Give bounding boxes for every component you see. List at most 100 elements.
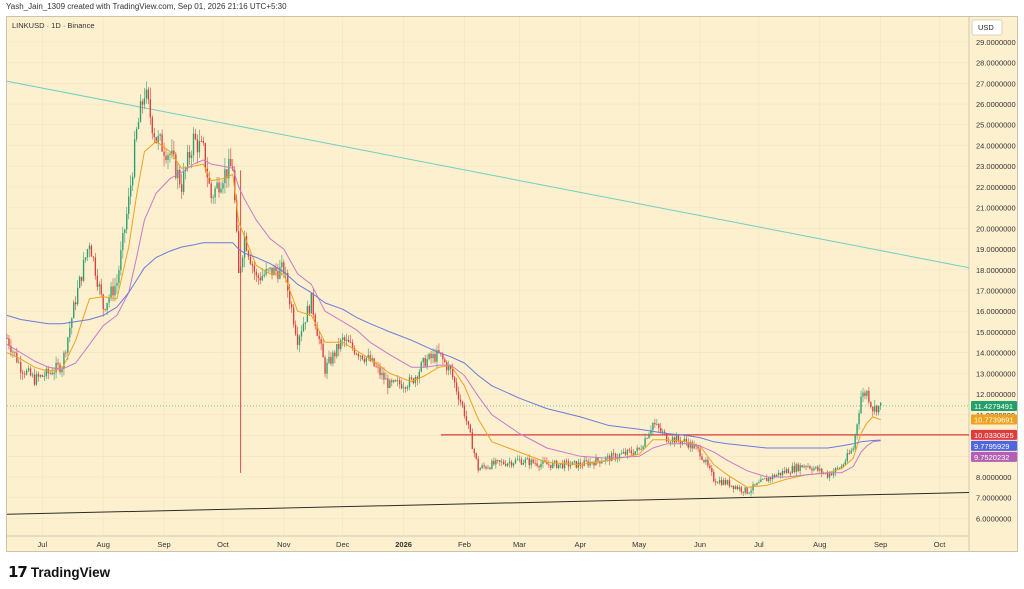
candle-body — [662, 431, 664, 433]
candle-body — [43, 376, 45, 378]
candle-body — [717, 482, 719, 484]
candle-body — [601, 461, 603, 464]
candle-body — [556, 460, 558, 468]
x-tick-label: Aug — [813, 540, 826, 549]
price-label-box — [971, 440, 1017, 451]
candle-body — [665, 433, 668, 442]
candle-body — [163, 151, 165, 156]
candle-body — [489, 467, 491, 469]
candle-body — [444, 359, 446, 363]
candle-body — [817, 466, 819, 471]
candle-body — [856, 424, 858, 435]
x-tick-label: Jul — [754, 540, 764, 549]
candle-body — [18, 362, 20, 364]
y-tick-label: 14.0000000 — [976, 349, 1016, 358]
candle-body — [485, 466, 487, 469]
candle-body — [389, 380, 391, 389]
candle-body — [283, 262, 285, 275]
price-label: 10.0330825 — [974, 431, 1014, 440]
candle-body — [330, 356, 332, 364]
candle-body — [499, 460, 501, 462]
candle-body — [112, 286, 114, 296]
candle-body — [355, 353, 358, 355]
candle-body — [218, 182, 220, 193]
candle-body — [581, 465, 583, 467]
candle-body — [416, 376, 419, 379]
candle-body — [787, 469, 790, 474]
candle-body — [63, 352, 65, 369]
candle-body — [685, 438, 687, 442]
candle-body — [88, 245, 91, 250]
candle-body — [49, 372, 51, 374]
candle-body — [803, 466, 805, 468]
candle-body — [104, 309, 106, 311]
candle-body — [640, 449, 642, 450]
candle-body — [12, 351, 14, 353]
candle-body — [230, 158, 232, 167]
candle-body — [807, 466, 809, 467]
candle-body — [691, 442, 693, 449]
candle-body — [126, 213, 128, 230]
candle-body — [752, 484, 754, 491]
candle-body — [711, 468, 713, 472]
candle-body — [281, 262, 283, 268]
candle-body — [78, 276, 81, 288]
candle-body — [614, 453, 617, 460]
tradingview-wordmark: TradingView — [30, 564, 111, 580]
candle-body — [422, 357, 424, 363]
candle-body — [277, 271, 279, 279]
x-tick-label: Mar — [513, 540, 526, 549]
candle-body — [720, 480, 723, 485]
candle-body — [636, 447, 638, 452]
candle-body — [102, 294, 104, 310]
candle-body — [304, 322, 307, 324]
candle-body — [137, 122, 140, 129]
candle-body — [638, 447, 640, 450]
candle-body — [310, 293, 312, 314]
candle-body — [542, 460, 544, 464]
y-tick-label: 12.0000000 — [976, 390, 1016, 399]
candle-body — [805, 466, 807, 467]
candle-body — [469, 424, 472, 433]
candle-body — [200, 141, 203, 142]
candle-body — [565, 460, 568, 462]
x-tick-label: Apr — [574, 540, 586, 549]
candle-body — [577, 462, 579, 468]
candle-body — [29, 368, 32, 376]
chart-caption: Yash_Jain_1309 created with TradingView.… — [6, 2, 287, 11]
candle-body — [269, 267, 271, 269]
candle-body — [153, 133, 155, 138]
candle-body — [292, 307, 295, 325]
candle-body — [90, 245, 93, 257]
candle-body — [179, 169, 181, 185]
tradingview-logo[interactable]: 17 TradingView — [8, 563, 110, 581]
candle-body — [842, 464, 845, 467]
ema-mid-line — [6, 159, 881, 478]
candle-body — [216, 182, 218, 189]
candle-body — [540, 463, 542, 468]
candle-body — [157, 135, 159, 144]
candle-body — [530, 459, 532, 466]
candle-body — [874, 405, 876, 412]
candle-body — [147, 89, 150, 100]
candle-body — [190, 155, 193, 159]
x-tick-label: Nov — [277, 540, 291, 549]
candle-body — [748, 492, 750, 494]
candle-body — [35, 374, 38, 385]
candle-body — [55, 362, 57, 373]
candle-body — [579, 462, 581, 466]
x-tick-label: 2026 — [395, 540, 412, 549]
candle-body — [793, 466, 795, 473]
price-label: 11.4279491 — [974, 402, 1013, 411]
x-tick-label: Sep — [157, 540, 170, 549]
candle-body — [400, 384, 403, 389]
support-trendline — [6, 492, 970, 515]
candle-body — [8, 338, 10, 346]
candle-body — [754, 484, 756, 486]
candle-body — [45, 368, 47, 377]
y-tick-label: 27.0000000 — [976, 79, 1016, 88]
candle-body — [169, 153, 171, 156]
candle-body — [864, 392, 866, 396]
y-tick-label: 8.0000000 — [976, 473, 1011, 482]
